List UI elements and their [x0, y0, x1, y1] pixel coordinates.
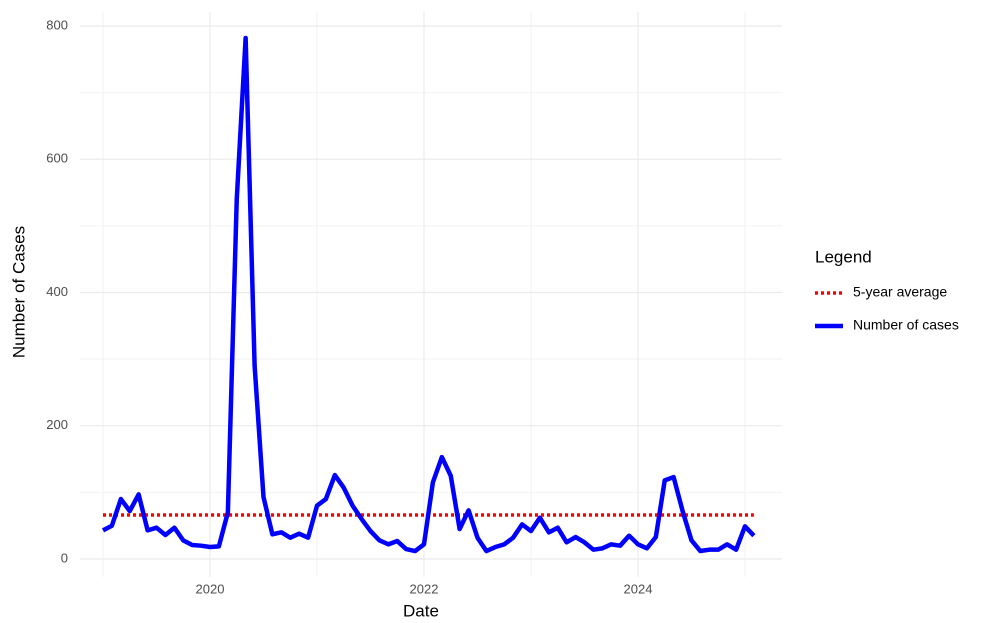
x-axis-title: Date [403, 601, 439, 620]
y-tick-label: 400 [46, 284, 68, 299]
legend-label: Number of cases [853, 317, 959, 333]
y-tick-label: 0 [61, 550, 68, 565]
legend-title: Legend [815, 247, 872, 266]
x-tick-label: 2022 [410, 581, 439, 596]
y-axis-title: Number of Cases [9, 226, 28, 358]
y-tick-label: 200 [46, 417, 68, 432]
x-tick-label: 2024 [624, 581, 653, 596]
x-tick-label: 2020 [196, 581, 225, 596]
y-tick-label: 600 [46, 151, 68, 166]
data-line [101, 35, 756, 554]
y-tick-label: 800 [46, 17, 68, 32]
legend-label: 5-year average [853, 284, 947, 300]
